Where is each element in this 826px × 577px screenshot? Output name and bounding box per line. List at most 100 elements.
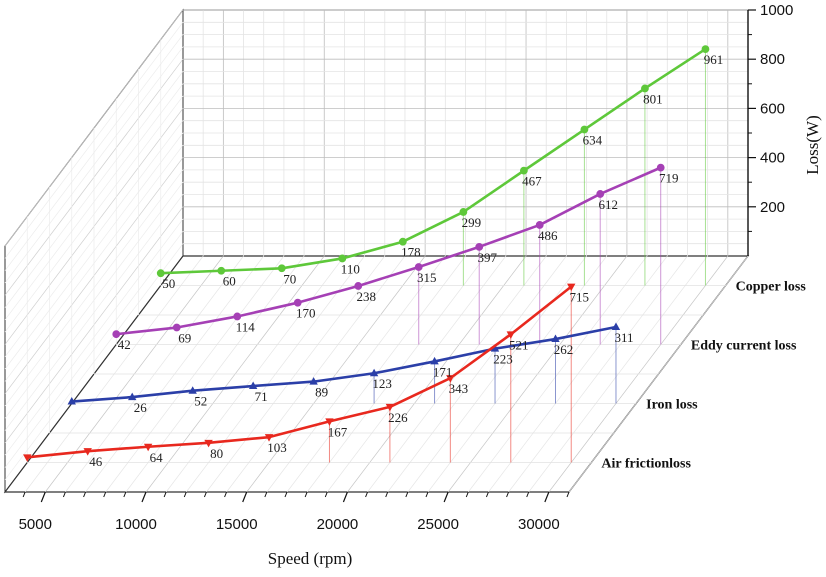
data-point <box>535 221 544 229</box>
data-point <box>128 392 137 401</box>
data-label: 343 <box>449 381 469 396</box>
data-point <box>490 344 500 352</box>
series-name-label: Copper loss <box>736 280 807 295</box>
data-label: 238 <box>356 289 376 304</box>
data-point <box>143 443 153 452</box>
data-point <box>369 368 379 377</box>
data-point <box>385 403 395 412</box>
data-label: 178 <box>401 245 421 260</box>
x-tick-mark <box>443 491 449 503</box>
data-label: 52 <box>194 394 207 409</box>
x-minor-tick <box>425 491 429 498</box>
x-tick-label: 10000 <box>115 516 157 533</box>
data-label: 223 <box>493 352 513 367</box>
data-point <box>277 264 286 273</box>
x-axis-title: Speed (rpm) <box>268 549 353 568</box>
z-tick-label: 1000 <box>760 2 793 19</box>
x-tick-mark <box>40 491 46 503</box>
series-name-label: Air frictionloss <box>601 457 691 472</box>
chart-droplines <box>328 49 706 463</box>
data-label: 110 <box>341 261 360 276</box>
data-point <box>338 254 347 263</box>
x-minor-tick <box>83 491 87 498</box>
data-point <box>264 434 274 442</box>
data-point <box>551 334 560 343</box>
x-minor-tick <box>203 491 207 498</box>
data-point <box>656 163 665 172</box>
data-point <box>430 356 439 365</box>
data-label: 299 <box>462 215 482 230</box>
data-label: 467 <box>522 174 542 189</box>
data-label: 89 <box>315 385 328 400</box>
x-minor-tick <box>324 491 328 498</box>
x-minor-tick <box>22 491 26 498</box>
data-point <box>414 263 423 271</box>
x-tick-mark <box>141 491 147 503</box>
data-label: 961 <box>704 52 724 67</box>
x-minor-tick <box>284 491 288 498</box>
data-label: 50 <box>162 276 175 291</box>
data-point <box>325 418 334 426</box>
chart-data-labels: 50 60 70 110 178 299 467 634 801 961 Copper loss 42… <box>89 52 806 471</box>
data-point <box>567 283 576 292</box>
data-point <box>354 282 363 290</box>
data-label: 171 <box>433 364 453 379</box>
data-point <box>309 377 318 385</box>
z-tick-label: 400 <box>760 150 785 167</box>
data-point <box>701 45 710 53</box>
x-minor-tick <box>304 491 308 498</box>
data-label: 311 <box>614 330 633 345</box>
z-tick-label: 200 <box>760 199 785 216</box>
data-point <box>172 323 181 332</box>
x-minor-tick <box>62 491 66 498</box>
data-point <box>248 381 258 390</box>
x-minor-tick <box>103 491 107 498</box>
x-minor-tick <box>183 491 187 498</box>
data-point <box>475 242 484 251</box>
data-point <box>23 454 32 462</box>
x-tick-label: 20000 <box>317 516 359 533</box>
data-point <box>519 166 528 175</box>
z-tick-label: 800 <box>760 51 785 68</box>
data-point <box>188 386 197 394</box>
data-label: 226 <box>388 410 408 425</box>
data-label: 103 <box>267 440 287 455</box>
x-minor-tick <box>485 491 489 498</box>
data-label: 71 <box>255 389 268 404</box>
data-label: 26 <box>134 400 148 415</box>
data-label: 715 <box>569 290 589 305</box>
data-point <box>204 439 213 448</box>
x-minor-tick <box>506 491 510 498</box>
x-minor-tick <box>264 491 268 498</box>
chart-gridlines <box>4 9 749 493</box>
data-point <box>112 330 121 339</box>
data-point <box>611 322 621 330</box>
x-tick-label: 5000 <box>19 516 52 533</box>
data-point <box>641 84 649 93</box>
x-tick-mark <box>544 491 550 503</box>
data-point <box>83 448 92 456</box>
x-minor-tick <box>566 491 570 498</box>
x-minor-tick <box>465 491 469 498</box>
data-label: 397 <box>477 250 497 265</box>
data-label: 123 <box>372 376 392 391</box>
data-label: 262 <box>554 342 574 357</box>
data-label: 486 <box>538 228 558 243</box>
data-label: 801 <box>643 91 663 106</box>
data-point <box>459 208 468 216</box>
data-label: 315 <box>417 270 437 285</box>
data-point <box>217 266 226 275</box>
series-line-0 <box>27 285 573 459</box>
z-axis-title: Loss(W) <box>803 115 822 174</box>
data-label: 634 <box>583 133 603 148</box>
series-line-2 <box>116 166 662 336</box>
data-point <box>156 269 165 278</box>
data-label: 70 <box>283 271 296 286</box>
data-point <box>233 312 242 321</box>
data-point <box>398 237 407 246</box>
x-minor-tick <box>224 491 228 498</box>
x-minor-tick <box>526 491 530 498</box>
data-point <box>293 298 302 307</box>
data-point <box>446 375 455 383</box>
